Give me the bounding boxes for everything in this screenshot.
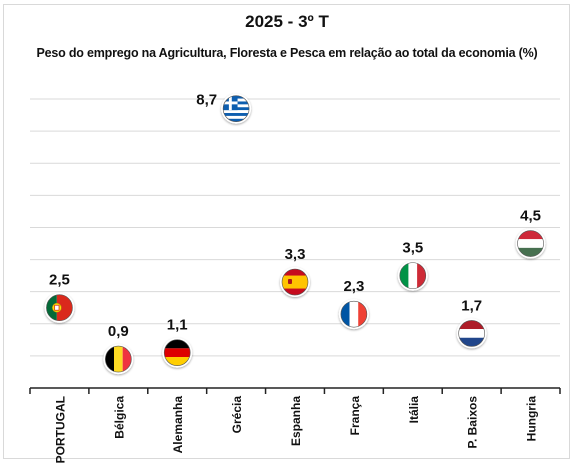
data-label: 1,7 bbox=[461, 297, 482, 314]
chart-subtitle: Peso do emprego na Agricultura, Floresta… bbox=[36, 46, 538, 60]
data-label: 3,3 bbox=[285, 246, 306, 263]
x-tick-label: Alemanha bbox=[171, 396, 185, 454]
x-tick-label: Itália bbox=[407, 396, 421, 424]
portugal-flag-icon bbox=[46, 294, 73, 321]
marker-outline bbox=[163, 339, 191, 366]
data-point: 0,9 bbox=[103, 323, 134, 375]
x-tick-label: Bélgica bbox=[112, 396, 126, 439]
data-label: 2,3 bbox=[343, 278, 364, 295]
data-label: 4,5 bbox=[520, 208, 541, 225]
x-tick-label: Espanha bbox=[289, 396, 303, 446]
data-point: 2,3 bbox=[338, 278, 369, 330]
x-tick-label: Hungria bbox=[525, 396, 539, 442]
data-point: 1,1 bbox=[162, 317, 193, 368]
data-point: 8,7 bbox=[196, 92, 252, 124]
data-point: 1,7 bbox=[456, 297, 487, 349]
marker-outline bbox=[517, 230, 544, 257]
data-point: 4,5 bbox=[515, 208, 546, 259]
marker-outline bbox=[222, 95, 250, 122]
marker-outline bbox=[105, 345, 132, 373]
data-label: 8,7 bbox=[196, 92, 217, 109]
x-tick-label: Grécia bbox=[230, 396, 244, 434]
france-flag-icon bbox=[340, 301, 367, 328]
marker-outline bbox=[46, 294, 73, 322]
x-tick-label: PORTUGAL bbox=[53, 396, 67, 463]
data-label: 3,5 bbox=[402, 240, 423, 257]
x-tick-label: França bbox=[348, 396, 362, 436]
germany-flag-icon bbox=[164, 339, 191, 366]
chart-title: 2025 - 3º T bbox=[245, 12, 329, 31]
spain-flag-icon bbox=[282, 269, 308, 296]
data-label: 2,5 bbox=[49, 272, 70, 289]
hungary-flag-icon bbox=[517, 230, 544, 257]
data-label: 1,1 bbox=[167, 317, 188, 334]
belgium-flag-icon bbox=[105, 346, 132, 373]
marker-outline bbox=[399, 262, 427, 289]
data-point: 3,3 bbox=[280, 246, 310, 298]
data-label: 0,9 bbox=[108, 323, 129, 340]
data-point: 2,5 bbox=[44, 272, 75, 323]
marker-outline bbox=[458, 320, 485, 347]
italy-flag-icon bbox=[399, 262, 426, 289]
marker-outline bbox=[340, 300, 368, 328]
x-tick-label: P. Baixos bbox=[466, 396, 480, 449]
data-point: 3,5 bbox=[397, 240, 428, 291]
netherlands-flag-icon bbox=[458, 320, 485, 347]
marker-outline bbox=[281, 268, 309, 296]
chart-frame bbox=[3, 4, 570, 459]
